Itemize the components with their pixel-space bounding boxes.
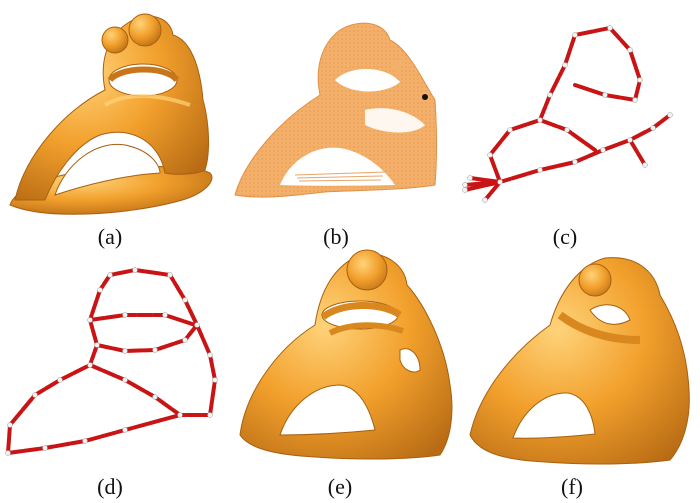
caption-a: (a): [97, 224, 123, 249]
panel-f-surface-model: [465, 250, 695, 470]
caption-b: (b): [323, 224, 349, 249]
caption-e: (e): [327, 474, 353, 499]
panel-e-surface-model: [235, 245, 460, 470]
caption-d: (d): [97, 474, 123, 499]
caption-f: (f): [561, 474, 583, 499]
panel-d-skeleton-graph: [5, 265, 220, 460]
panel-a-surface-model: [5, 5, 220, 220]
panel-b-point-cloud: [225, 10, 455, 210]
panel-c-skeleton-graph: [455, 20, 685, 210]
caption-c: (c): [552, 224, 578, 249]
